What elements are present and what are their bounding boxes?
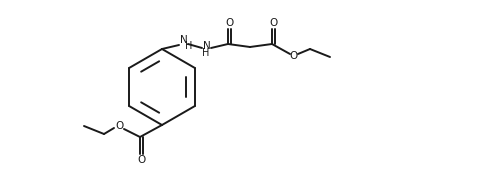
- Text: N: N: [180, 35, 188, 45]
- Text: H: H: [186, 41, 192, 51]
- Text: O: O: [290, 51, 298, 61]
- Text: O: O: [270, 18, 278, 28]
- Text: N: N: [203, 41, 211, 51]
- Text: O: O: [137, 155, 145, 165]
- Text: H: H: [202, 48, 209, 58]
- Text: O: O: [226, 18, 234, 28]
- Text: O: O: [115, 121, 123, 131]
